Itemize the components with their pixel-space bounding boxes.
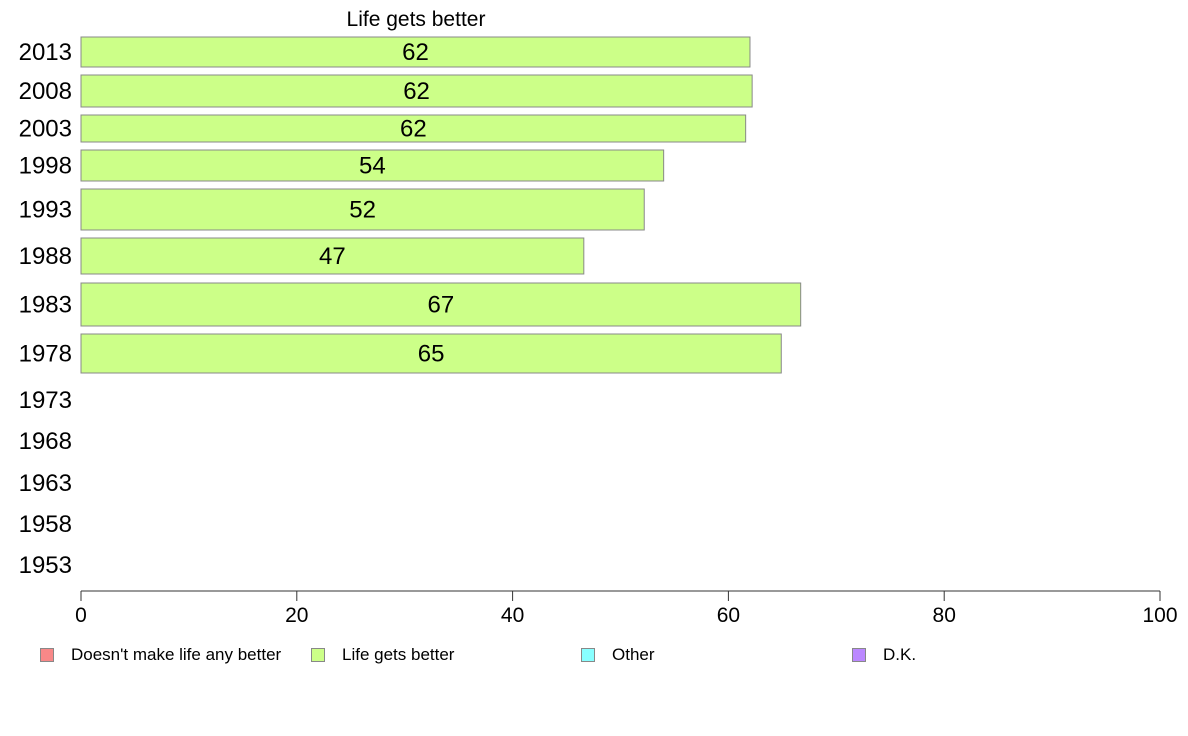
y-tick-label: 1953 [19,552,72,579]
legend-label: Doesn't make life any better [71,645,282,664]
x-tick-label: 80 [933,604,956,627]
x-tick-label: 0 [75,604,87,627]
bar [80,149,665,182]
y-tick-label: 1973 [19,387,72,414]
y-tick-label: 1988 [19,243,72,270]
legend: Doesn't make life any better Life gets b… [0,644,1188,666]
legend-label: Life gets better [342,645,455,664]
legend-item-other: Other [581,644,655,666]
y-tick-label: 2008 [19,78,72,105]
bar-value-label: 52 [349,197,376,224]
legend-item-dk: D.K. [852,644,916,666]
y-tick-label: 2003 [19,116,72,143]
legend-swatch-dk [852,648,866,662]
bar [80,237,585,275]
y-tick-labels: 2013 2008 2003 1998 1993 1988 1983 1978 1973 1968… [19,39,72,579]
bar-value-label: 62 [400,116,427,143]
bar [80,282,802,327]
y-tick-label: 1978 [19,341,72,368]
y-tick-label: 1983 [19,292,72,319]
y-tick-label: 1998 [19,153,72,180]
chart-title: Life gets better [347,8,486,31]
y-tick-label: 2013 [19,39,72,66]
legend-label: Other [612,645,655,664]
legend-item-life-gets-better: Life gets better [311,644,454,666]
bar-value-label: 65 [418,341,445,368]
x-tick-label: 40 [501,604,524,627]
y-tick-label: 1968 [19,428,72,455]
bar-value-label: 47 [319,243,346,270]
legend-swatch-doesnt-make-better [40,648,54,662]
bar [80,114,747,143]
bar [80,333,782,374]
bar [80,74,753,108]
bar-value-label: 54 [359,153,386,180]
legend-item-doesnt-make-better: Doesn't make life any better [40,644,281,666]
legend-swatch-life-gets-better [311,648,325,662]
bar-value-label: 62 [402,39,429,66]
x-tick-label: 100 [1142,604,1177,627]
legend-label: D.K. [883,645,917,664]
y-tick-label: 1958 [19,511,72,538]
bar-value-label: 67 [427,292,454,319]
bar [80,188,645,231]
legend-swatch-other [581,648,595,662]
x-tick-label: 20 [285,604,308,627]
x-tick-label: 60 [717,604,740,627]
bar-value-label: 62 [403,78,430,105]
y-tick-label: 1993 [19,197,72,224]
x-axis: 0 20 40 60 80 100 [75,590,1178,627]
bar [80,36,751,68]
y-tick-label: 1963 [19,470,72,497]
